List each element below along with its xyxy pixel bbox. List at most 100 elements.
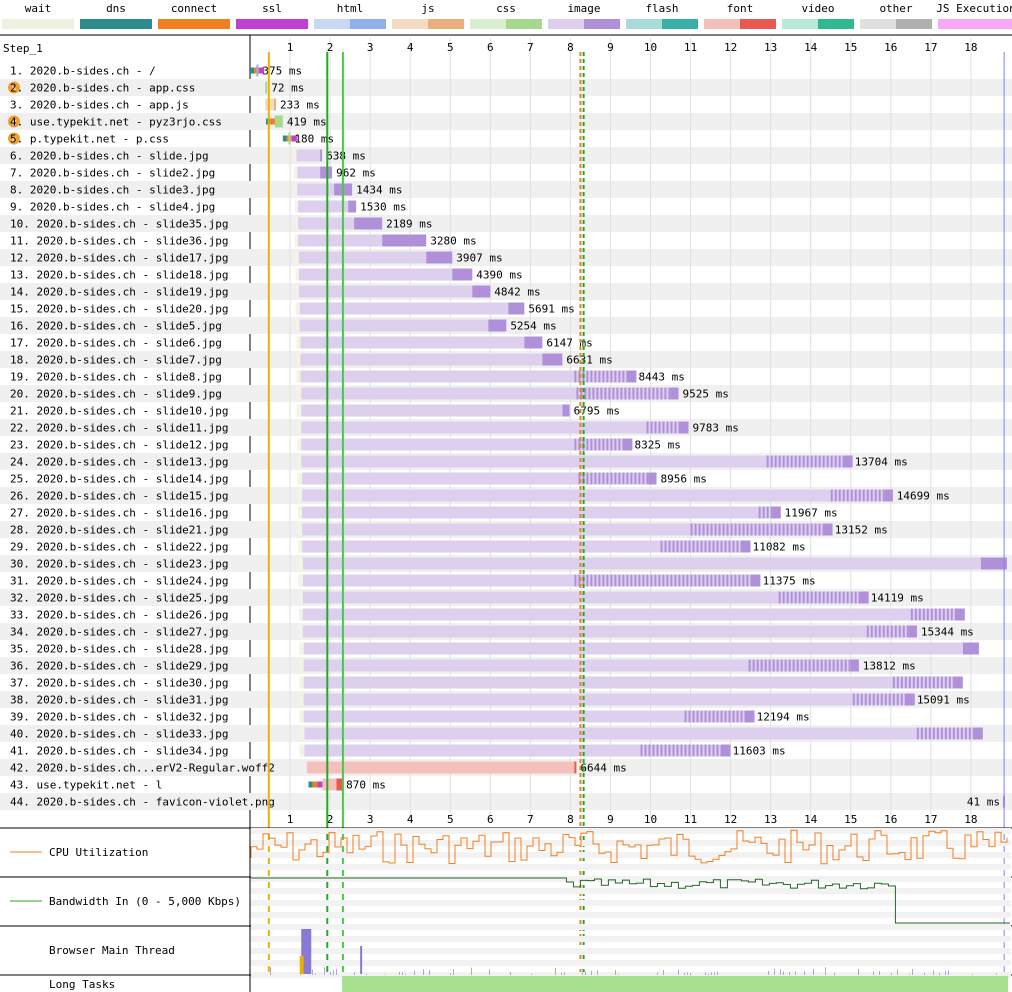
download-chunk: [718, 574, 721, 587]
download-chunk: [664, 387, 667, 400]
download-chunk: [578, 574, 581, 587]
error-icon-glyph: ✕: [11, 84, 16, 94]
download-chunk: [614, 370, 617, 383]
download-bar: [288, 132, 291, 145]
download-chunk: [742, 574, 745, 587]
wait-bar: [299, 710, 304, 723]
wait-bar: [296, 370, 301, 383]
download-chunk: [904, 693, 913, 706]
download-chunk: [770, 523, 773, 536]
download-chunk: [614, 438, 617, 451]
download-chunk: [796, 659, 799, 672]
download-chunk: [742, 523, 745, 536]
ttfb-bar: [298, 285, 473, 298]
main-thread-tick: [909, 973, 910, 975]
download-chunk: [850, 591, 853, 604]
download-chunk: [740, 710, 743, 723]
download-chunk: [670, 387, 679, 400]
download-chunk: [882, 625, 885, 638]
download-chunk: [692, 710, 695, 723]
request-label: 9. 2020.b-sides.ch - slide4.jpg: [10, 201, 215, 214]
row-stripe: [0, 79, 1012, 96]
download-chunk: [908, 625, 917, 638]
download-chunk: [886, 625, 889, 638]
download-chunk: [908, 676, 911, 689]
main-thread-tick: [690, 972, 691, 975]
download-chunk: [706, 574, 709, 587]
main-thread-tick: [399, 971, 400, 975]
download-chunk: [938, 608, 941, 621]
download-chunk: [722, 523, 725, 536]
request-label: 5. p.typekit.net - p.css: [10, 133, 169, 146]
download-chunk: [832, 659, 835, 672]
download-chunk: [766, 506, 769, 519]
request-label: 11. 2020.b-sides.ch - slide36.jpg: [10, 235, 229, 248]
download-chunk: [828, 659, 831, 672]
download-chunk: [714, 523, 717, 536]
x-tick-label-bottom: 17: [924, 813, 937, 826]
ttfb-bar: [322, 778, 337, 791]
request-duration: 6795 ms: [574, 405, 620, 418]
main-thread-tick: [450, 973, 451, 975]
request-duration: 870 ms: [346, 779, 386, 792]
download-chunk: [950, 608, 953, 621]
wait-bar: [299, 693, 304, 706]
wait-bar: [298, 659, 304, 672]
download-chunk: [618, 574, 621, 587]
main-thread-tick: [585, 971, 586, 975]
main-thread-tick: [663, 969, 664, 975]
main-thread-tick: [891, 973, 892, 975]
request-label: 23. 2020.b-sides.ch - slide12.jpg: [10, 439, 229, 452]
request-label: 33. 2020.b-sides.ch - slide26.jpg: [10, 609, 229, 622]
panel-stripe: [251, 876, 1011, 882]
download-chunk: [654, 421, 657, 434]
download-chunk: [752, 710, 755, 723]
download-chunk: [968, 727, 971, 740]
legend-label: JS Execution: [936, 2, 1012, 15]
download-chunk: [682, 574, 685, 587]
download-chunk: [806, 591, 809, 604]
download-chunk: [896, 676, 899, 689]
ttfb-bar: [296, 149, 321, 162]
download-chunk: [684, 744, 687, 757]
download-chunk: [668, 540, 671, 553]
legend-swatch: [548, 19, 620, 29]
download-chunk: [840, 659, 843, 672]
download-chunk: [592, 387, 595, 400]
download-chunk: [618, 472, 621, 485]
download-chunk: [678, 421, 681, 434]
x-tick-label-top: 7: [527, 41, 534, 54]
download-chunk: [688, 710, 691, 723]
legend-item-wait: wait: [0, 0, 76, 32]
download-chunk: [900, 693, 903, 706]
download-chunk: [778, 591, 781, 604]
download-chunk: [714, 574, 717, 587]
ttfb-bar: [302, 506, 759, 519]
download-chunk: [672, 540, 675, 553]
connect-bar: [312, 781, 318, 788]
download-chunk: [858, 489, 861, 502]
download-chunk: [596, 387, 599, 400]
x-tick-label-bottom: 15: [844, 813, 857, 826]
main-thread-tick: [804, 971, 805, 975]
download-chunk: [784, 659, 787, 672]
download-chunk: [818, 591, 821, 604]
main-thread-spike-js: [299, 956, 304, 974]
main-thread-tick: [354, 972, 355, 975]
main-thread-tick: [582, 971, 583, 975]
x-tick-label-top: 12: [724, 41, 737, 54]
download-chunk: [586, 370, 589, 383]
download-chunk: [660, 387, 663, 400]
download-chunk: [898, 625, 901, 638]
download-chunk: [916, 676, 919, 689]
request-duration: 419 ms: [287, 116, 327, 129]
download-chunk: [578, 370, 581, 383]
download-chunk: [590, 438, 593, 451]
ttfb-bar: [299, 319, 489, 332]
legend-item-js: js: [390, 0, 466, 32]
legend-swatch: [470, 19, 542, 29]
ttfb-bar: [301, 421, 647, 434]
download-chunk: [772, 659, 775, 672]
download-chunk: [574, 370, 577, 383]
